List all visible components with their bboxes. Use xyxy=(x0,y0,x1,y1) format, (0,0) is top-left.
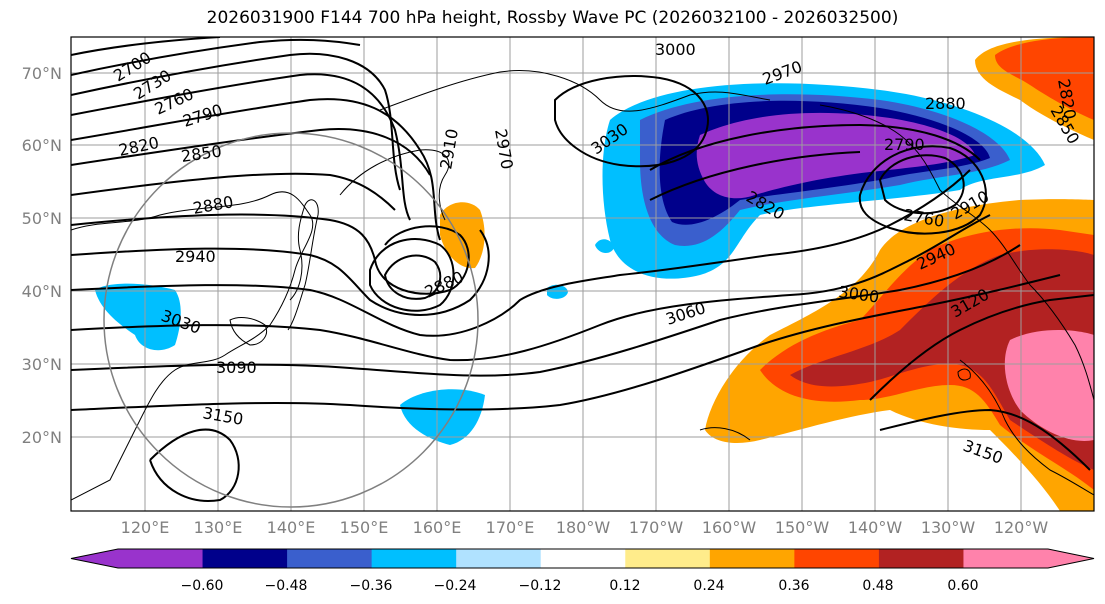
figure-title: 2026031900 F144 700 hPa height, Rossby W… xyxy=(206,8,899,28)
negative-anomaly-purple xyxy=(696,112,975,199)
colorbar-tick-label: 0.36 xyxy=(778,578,809,594)
negative-anomaly-west-pacific xyxy=(400,389,485,445)
positive-anomaly-darkred xyxy=(790,249,1094,470)
colorbar-outline xyxy=(70,548,1095,569)
colorbar-tick-label: 0.48 xyxy=(862,578,893,594)
contour-label: 3090 xyxy=(216,358,257,377)
colorbar-tick-labels: −0.60 −0.48 −0.36 −0.24 −0.12 0.12 0.24 … xyxy=(181,578,979,594)
lon-label: 170°E xyxy=(486,518,535,537)
colorbar-tick-label: 0.60 xyxy=(947,578,978,594)
longitude-labels: 120°E 130°E 140°E 150°E 160°E 170°E 180°… xyxy=(121,518,1049,537)
contour-label: 2880 xyxy=(925,94,966,113)
colorbar-segment xyxy=(625,549,711,568)
colorbar-segment xyxy=(118,549,204,568)
contour-label: 2790 xyxy=(884,135,925,154)
colorbar-segment xyxy=(456,549,542,568)
colorbar-tick-label: −0.24 xyxy=(434,578,477,594)
lon-label: 120°E xyxy=(121,518,170,537)
map-frame xyxy=(70,36,1095,512)
height-contours xyxy=(71,37,1094,502)
colorbar-segment xyxy=(287,549,373,568)
colorbar-tick-label: −0.60 xyxy=(181,578,224,594)
lat-label: 70°N xyxy=(22,64,62,83)
colorbar xyxy=(70,548,1095,569)
lon-label: 170°W xyxy=(629,518,684,537)
colorbar-segment xyxy=(540,549,626,568)
colorbar-segment xyxy=(794,549,880,568)
lat-label: 20°N xyxy=(22,428,62,447)
lon-label: 150°E xyxy=(340,518,389,537)
negative-anomaly-japan-sea xyxy=(95,283,181,351)
lat-label: 30°N xyxy=(22,355,62,374)
colorbar-tick-label: 0.12 xyxy=(609,578,640,594)
lon-label: 180°W xyxy=(556,518,611,537)
positive-anomaly-kuril xyxy=(440,202,485,269)
lat-label: 60°N xyxy=(22,136,62,155)
lon-label: 130°E xyxy=(194,518,243,537)
lon-label: 160°E xyxy=(413,518,462,537)
colorbar-tick-label: −0.36 xyxy=(350,578,393,594)
coastlines xyxy=(71,70,1094,501)
positive-anomaly-arctic-red xyxy=(995,37,1094,120)
negative-anomaly-bering xyxy=(595,239,614,254)
colorbar-extend-min xyxy=(71,549,118,568)
colorbar-tick-label: −0.48 xyxy=(265,578,308,594)
colorbar-tick-label: −0.12 xyxy=(519,578,562,594)
positive-anomaly-pink xyxy=(1004,330,1094,441)
lon-label: 130°W xyxy=(921,518,976,537)
lon-label: 160°W xyxy=(702,518,757,537)
latitude-labels: 70°N 60°N 50°N 40°N 30°N 20°N xyxy=(22,64,62,447)
colorbar-segment xyxy=(963,549,1049,568)
reference-circle xyxy=(103,132,479,508)
lon-label: 140°W xyxy=(848,518,903,537)
lon-label: 140°E xyxy=(267,518,316,537)
colorbar-segment xyxy=(202,549,288,568)
contour-label: 2940 xyxy=(175,247,216,266)
lon-label: 120°W xyxy=(994,518,1049,537)
colorbar-segment xyxy=(371,549,457,568)
lat-label: 40°N xyxy=(22,282,62,301)
lat-label: 50°N xyxy=(22,209,62,228)
colorbar-tick-label: 0.24 xyxy=(693,578,724,594)
colorbar-extend-max xyxy=(1048,549,1094,568)
lon-label: 150°W xyxy=(775,518,830,537)
shaded-anomaly-fields xyxy=(95,37,1094,511)
colorbar-segment xyxy=(709,549,795,568)
contour-label: 3000 xyxy=(655,40,696,59)
colorbar-segment xyxy=(878,549,964,568)
